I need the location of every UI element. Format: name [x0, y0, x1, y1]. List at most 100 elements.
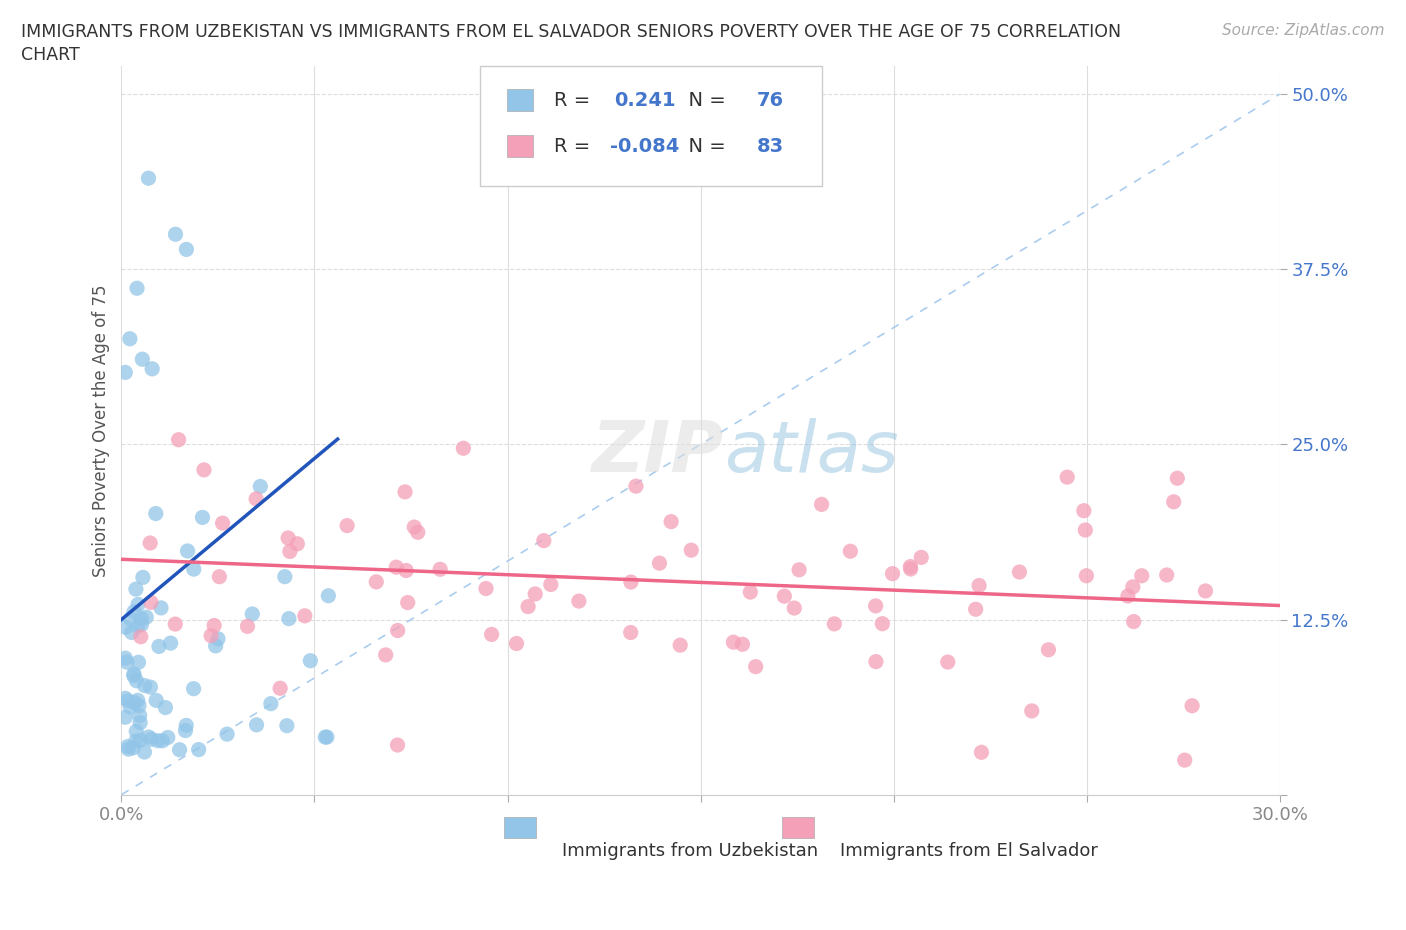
- Point: [122, 740, 145, 755]
- Point: [366, 575, 388, 590]
- Point: [1194, 583, 1216, 598]
- Point: [624, 479, 647, 494]
- Point: [183, 682, 205, 697]
- Text: Immigrants from El Salvador: Immigrants from El Salvador: [839, 842, 1098, 860]
- Point: [131, 611, 153, 626]
- Point: [839, 544, 862, 559]
- Text: IMMIGRANTS FROM UZBEKISTAN VS IMMIGRANTS FROM EL SALVADOR SENIORS POVERTY OVER T: IMMIGRANTS FROM UZBEKISTAN VS IMMIGRANTS…: [21, 23, 1121, 41]
- Point: [169, 742, 191, 757]
- Point: [620, 625, 643, 640]
- Point: [316, 730, 339, 745]
- Point: [723, 635, 745, 650]
- Text: CHART: CHART: [21, 46, 80, 64]
- Point: [910, 550, 932, 565]
- Point: [731, 637, 754, 652]
- Point: [533, 533, 555, 548]
- Point: [204, 638, 226, 653]
- Text: N =: N =: [676, 91, 731, 110]
- Point: [245, 491, 267, 506]
- Point: [406, 525, 429, 539]
- Point: [1038, 643, 1060, 658]
- Point: [810, 497, 832, 512]
- Point: [146, 733, 169, 748]
- Point: [505, 636, 527, 651]
- Point: [134, 678, 156, 693]
- FancyBboxPatch shape: [508, 136, 533, 157]
- Point: [1008, 565, 1031, 579]
- Point: [394, 485, 416, 499]
- Y-axis label: Seniors Poverty Over the Age of 75: Seniors Poverty Over the Age of 75: [93, 285, 110, 577]
- Point: [404, 520, 426, 535]
- Point: [773, 589, 796, 604]
- Point: [131, 617, 153, 631]
- Point: [165, 617, 187, 631]
- Point: [453, 441, 475, 456]
- Point: [1122, 579, 1144, 594]
- Point: [132, 570, 155, 585]
- Point: [299, 653, 322, 668]
- Point: [1076, 568, 1098, 583]
- Point: [395, 563, 418, 578]
- Point: [236, 618, 259, 633]
- Point: [865, 654, 887, 669]
- Point: [294, 608, 316, 623]
- Point: [125, 673, 148, 688]
- Point: [125, 281, 148, 296]
- Point: [524, 587, 547, 602]
- Point: [145, 693, 167, 708]
- Point: [127, 597, 149, 612]
- Point: [127, 618, 149, 633]
- Point: [159, 636, 181, 651]
- Point: [122, 668, 145, 683]
- Text: 83: 83: [756, 137, 783, 156]
- Point: [936, 655, 959, 670]
- Point: [191, 510, 214, 525]
- Point: [336, 518, 359, 533]
- Point: [1021, 703, 1043, 718]
- Point: [148, 639, 170, 654]
- Point: [429, 562, 451, 577]
- Point: [135, 610, 157, 625]
- Point: [176, 543, 198, 558]
- Point: [117, 693, 139, 708]
- Point: [475, 581, 498, 596]
- Point: [1163, 495, 1185, 510]
- Point: [114, 691, 136, 706]
- Text: N =: N =: [676, 137, 731, 156]
- Point: [387, 737, 409, 752]
- Point: [145, 506, 167, 521]
- Text: Immigrants from Uzbekistan: Immigrants from Uzbekistan: [561, 842, 818, 860]
- Point: [114, 651, 136, 666]
- Text: atlas: atlas: [724, 418, 898, 486]
- Point: [141, 362, 163, 377]
- Point: [193, 462, 215, 477]
- Point: [787, 563, 810, 578]
- Point: [744, 659, 766, 674]
- Point: [396, 595, 419, 610]
- Point: [215, 726, 238, 741]
- Point: [865, 598, 887, 613]
- Point: [165, 227, 187, 242]
- Point: [314, 730, 336, 745]
- Point: [150, 601, 173, 616]
- FancyBboxPatch shape: [782, 817, 814, 838]
- Point: [125, 724, 148, 738]
- Point: [540, 577, 562, 591]
- Point: [114, 619, 136, 634]
- Point: [127, 655, 149, 670]
- Text: -0.084: -0.084: [610, 137, 679, 156]
- Point: [129, 733, 152, 748]
- Point: [517, 599, 540, 614]
- Point: [134, 745, 156, 760]
- Point: [208, 569, 231, 584]
- Point: [872, 617, 894, 631]
- Point: [127, 693, 149, 708]
- Point: [740, 585, 762, 600]
- Point: [167, 432, 190, 447]
- Point: [200, 628, 222, 643]
- Point: [260, 697, 283, 711]
- FancyBboxPatch shape: [508, 89, 533, 112]
- Point: [669, 638, 692, 653]
- Point: [122, 604, 145, 619]
- Point: [783, 601, 806, 616]
